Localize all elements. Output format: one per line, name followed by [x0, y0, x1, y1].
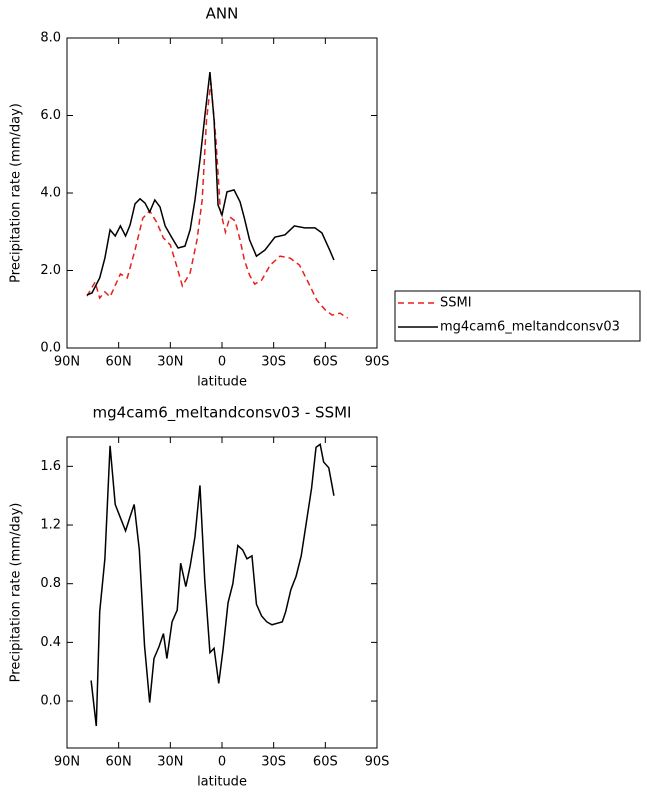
x-tick-label: 30N [157, 755, 183, 770]
y-tick-label: 1.2 [40, 518, 61, 533]
x-axis-label: latitude [197, 775, 247, 790]
y-tick-label: 6.0 [40, 108, 61, 123]
x-tick-label: 30S [261, 755, 286, 770]
series-line [90, 443, 335, 727]
x-tick-label: 60N [106, 355, 132, 370]
y-tick-label: 0.4 [40, 635, 61, 650]
x-tick-label: 30N [157, 355, 183, 370]
series-line [86, 72, 335, 296]
y-tick-label: 4.0 [40, 186, 61, 201]
legend-box [394, 290, 641, 342]
x-axis-label: latitude [197, 375, 247, 390]
x-tick-label: 60S [313, 755, 338, 770]
y-tick-label: 0.0 [40, 341, 61, 356]
plot-frame [66, 37, 378, 349]
legend-label: mg4cam6_meltandconsv03 [440, 320, 620, 335]
y-tick-label: 1.6 [40, 459, 61, 474]
y-tick-label: 8.0 [40, 31, 61, 46]
y-axis-label: Precipitation rate (mm/day) [9, 503, 24, 683]
x-tick-label: 30S [261, 355, 286, 370]
x-tick-label: 60N [106, 755, 132, 770]
x-tick-label: 0 [218, 755, 226, 770]
y-tick-label: 0.0 [40, 694, 61, 709]
x-tick-label: 90S [365, 355, 390, 370]
x-tick-label: 0 [218, 355, 226, 370]
y-tick-label: 2.0 [40, 263, 61, 278]
y-axis-label: Precipitation rate (mm/day) [9, 103, 24, 283]
chart-title: mg4cam6_meltandconsv03 - SSMI [93, 404, 352, 423]
x-tick-label: 90S [365, 755, 390, 770]
legend-label: SSMI [440, 296, 472, 311]
chart-title: ANN [206, 5, 239, 23]
x-tick-label: 90N [54, 755, 80, 770]
x-tick-label: 60S [313, 355, 338, 370]
y-tick-label: 0.8 [40, 576, 61, 591]
x-tick-label: 90N [54, 355, 80, 370]
